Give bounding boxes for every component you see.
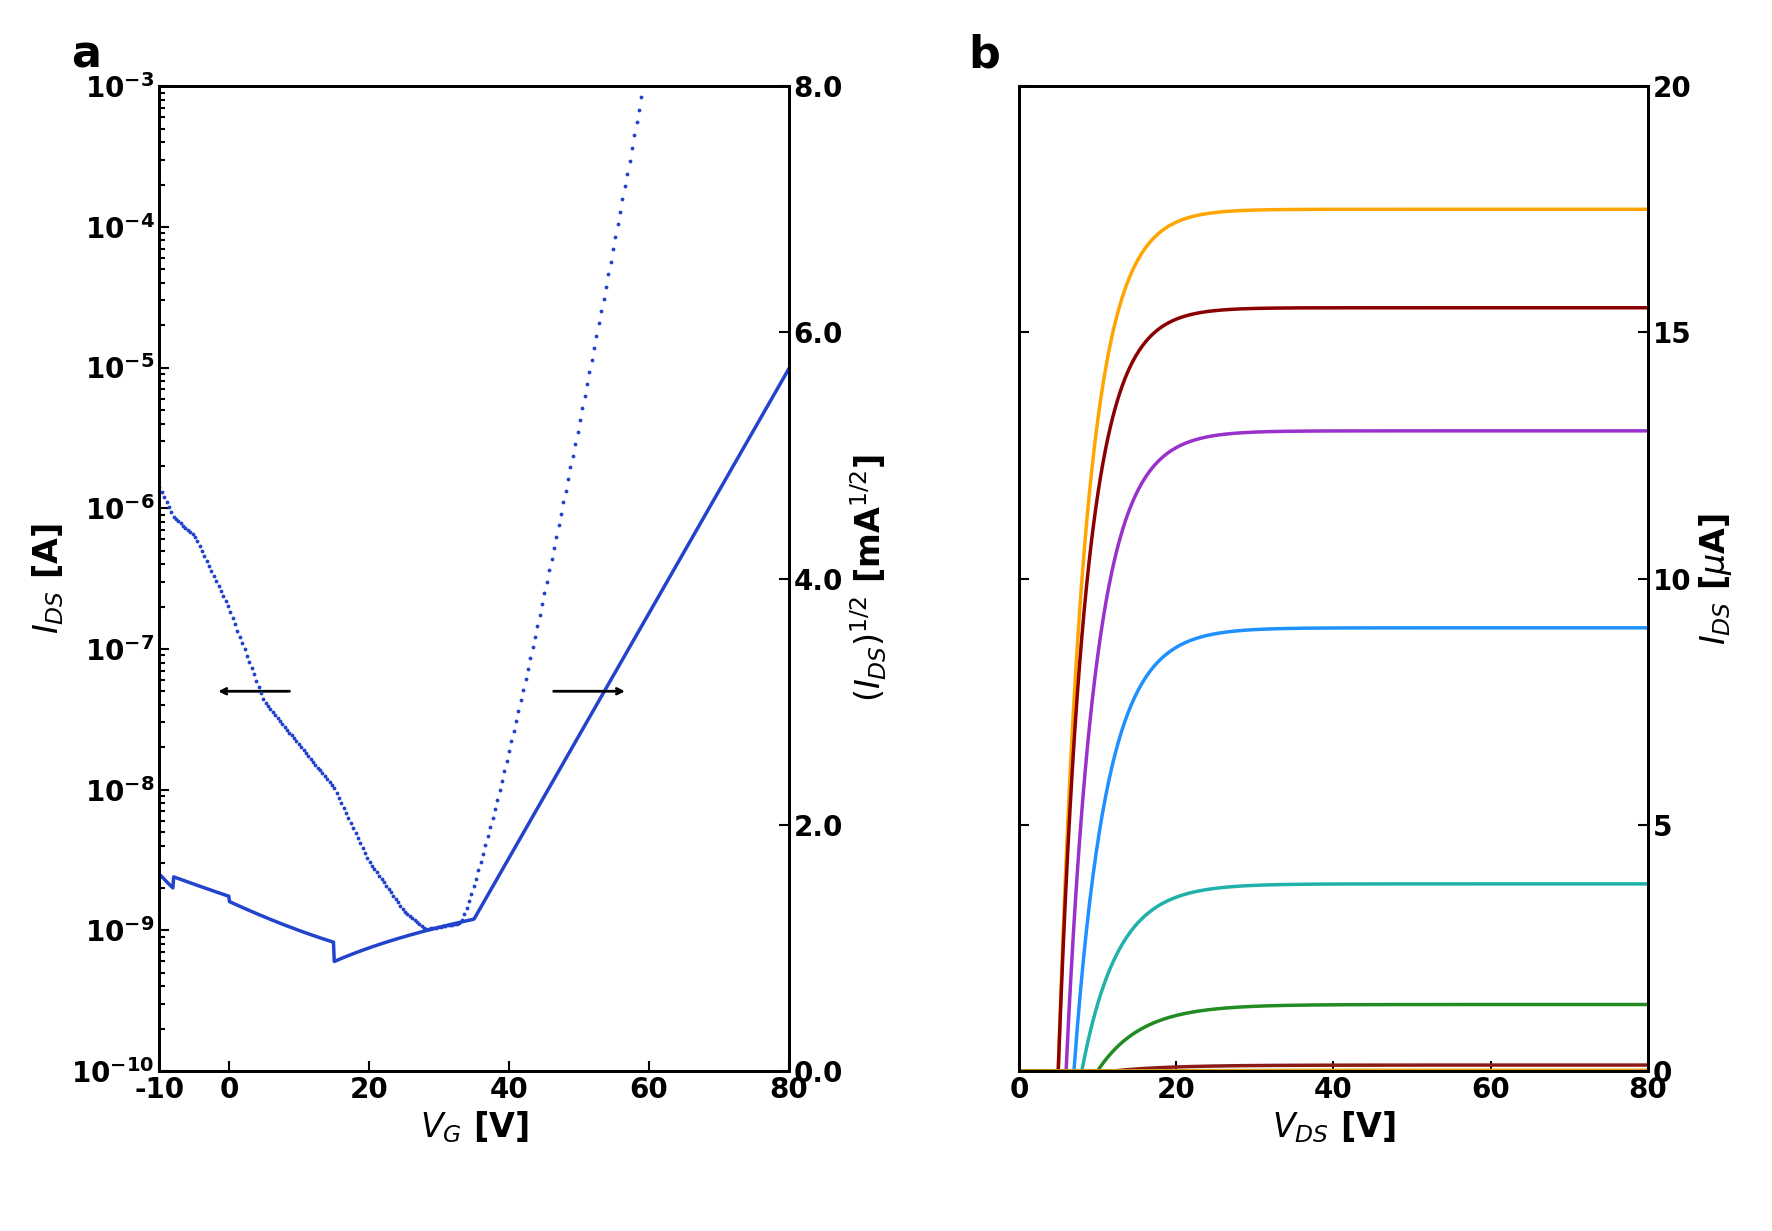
Y-axis label: $(I_{DS})^{1/2}$ [mA$^{1/2}$]: $(I_{DS})^{1/2}$ [mA$^{1/2}$] bbox=[849, 454, 890, 703]
Text: b: b bbox=[969, 33, 1001, 76]
Y-axis label: $I_{DS}$ [A]: $I_{DS}$ [A] bbox=[30, 523, 66, 634]
X-axis label: $V_G$ [V]: $V_G$ [V] bbox=[420, 1109, 528, 1145]
Y-axis label: $I_{DS}$ [$\mu$A]: $I_{DS}$ [$\mu$A] bbox=[1698, 512, 1735, 645]
Text: a: a bbox=[71, 33, 101, 76]
X-axis label: $V_{DS}$ [V]: $V_{DS}$ [V] bbox=[1272, 1109, 1395, 1145]
